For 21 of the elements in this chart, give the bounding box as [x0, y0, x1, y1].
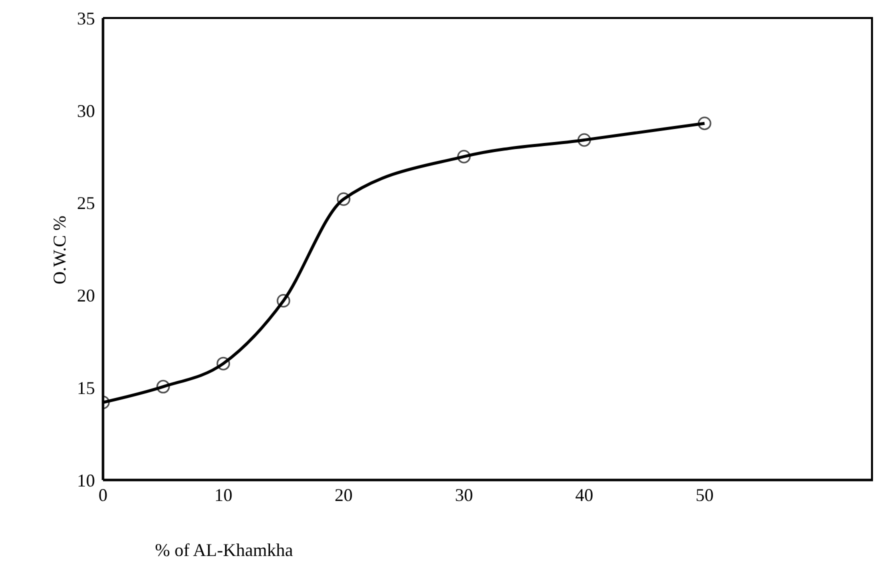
y-tick-label: 30 — [77, 100, 95, 121]
point — [216, 356, 230, 370]
x-tick-label: 50 — [696, 484, 714, 505]
point — [578, 133, 591, 147]
point — [698, 116, 712, 130]
y-axis-title: O.W.C % — [50, 216, 70, 284]
x-tick-label: 20 — [334, 484, 353, 505]
y-tick-label: 35 — [77, 8, 95, 28]
x-tick-label: 40 — [575, 484, 594, 505]
x-tick-label: 0 — [98, 484, 108, 505]
x-tick-label: 30 — [454, 484, 473, 505]
x-tick-label: 10 — [214, 484, 232, 505]
point — [276, 294, 290, 308]
point — [336, 192, 350, 206]
y-tick-label: 20 — [77, 286, 95, 306]
point — [156, 380, 170, 394]
point — [457, 150, 471, 164]
y-tick-label: 25 — [77, 193, 95, 214]
y-tick-label: 10 — [77, 470, 95, 490]
y-tick-label: 15 — [77, 378, 95, 398]
x-axis-title: % of AL-Khamkha — [155, 540, 293, 561]
